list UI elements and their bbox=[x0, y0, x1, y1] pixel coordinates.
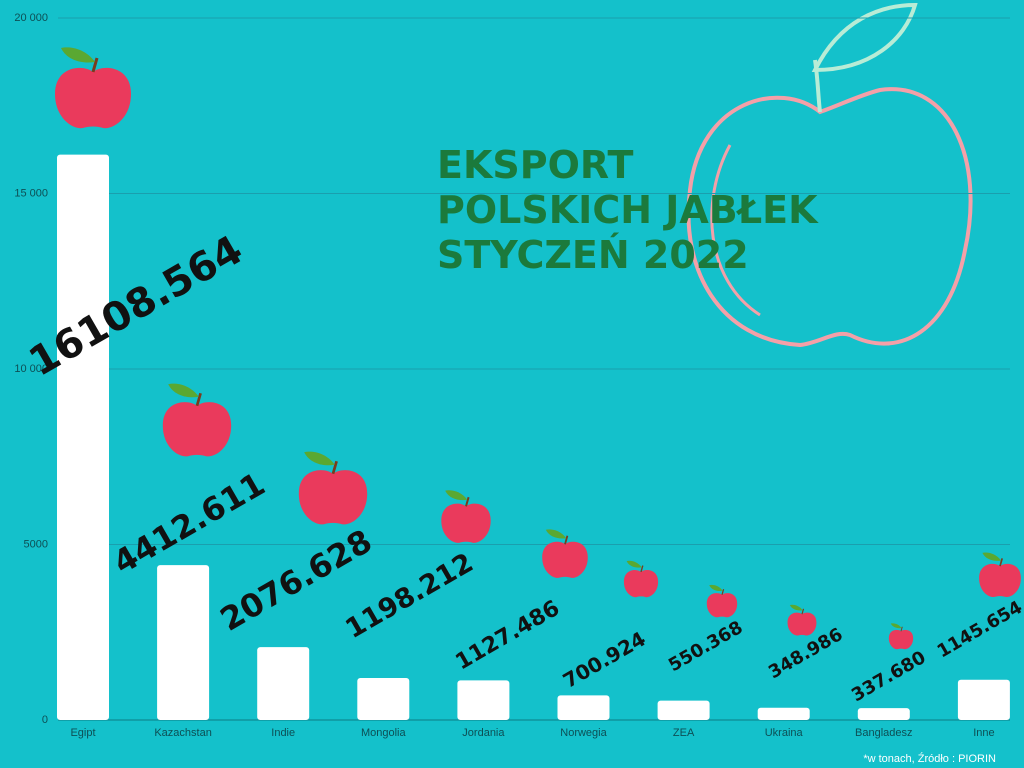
x-tick-label: Ukraina bbox=[765, 727, 804, 739]
x-tick-label: Egipt bbox=[70, 727, 95, 739]
apple-stem bbox=[465, 496, 470, 507]
x-tick-label: Inne bbox=[973, 727, 994, 739]
apple-leaf bbox=[61, 47, 95, 63]
apple-body bbox=[787, 612, 817, 636]
x-tick-label: Kazachstan bbox=[154, 727, 211, 739]
apple-body bbox=[888, 629, 914, 650]
apple-leaf bbox=[445, 490, 468, 501]
apple-icon bbox=[542, 529, 588, 578]
apple-body bbox=[55, 67, 131, 129]
apple-leaf bbox=[168, 383, 199, 398]
bar bbox=[557, 695, 610, 720]
apple-leaf bbox=[890, 623, 902, 629]
apple-stem bbox=[900, 626, 903, 632]
bar bbox=[857, 708, 910, 720]
chart-title: POLSKICH JABŁEK bbox=[437, 188, 819, 232]
apple-icon bbox=[623, 560, 659, 598]
apple-stem bbox=[195, 392, 202, 407]
apple-icon bbox=[55, 47, 131, 129]
apple-leaf bbox=[626, 560, 642, 568]
apple-body bbox=[441, 503, 491, 543]
y-tick-label: 10 000 bbox=[14, 363, 48, 375]
value-label: 16108.564 bbox=[22, 227, 251, 386]
apple-stem bbox=[91, 57, 99, 73]
apple-stem bbox=[999, 558, 1003, 567]
x-tick-label: Norwegia bbox=[560, 727, 607, 739]
outline-apple bbox=[686, 2, 973, 348]
value-label: 1145.654 bbox=[934, 597, 1024, 662]
apple-stem bbox=[640, 565, 644, 573]
value-label: 4412.611 bbox=[107, 465, 272, 582]
apple-icon bbox=[298, 451, 368, 525]
x-tick-label: ZEA bbox=[673, 727, 695, 739]
apple-stem bbox=[721, 589, 725, 595]
footnote: *w tonach, Źródło : PIORIN bbox=[863, 752, 996, 765]
apple-stem bbox=[564, 535, 569, 545]
apple-icon bbox=[706, 584, 738, 618]
apple-leaf bbox=[709, 584, 723, 591]
y-tick-label: 0 bbox=[42, 714, 48, 726]
apple-body bbox=[623, 570, 659, 598]
apple-leaf bbox=[304, 451, 335, 466]
apple-leaf bbox=[789, 604, 803, 611]
apple-icon bbox=[979, 552, 1021, 598]
apple-stem bbox=[801, 608, 805, 615]
chart-title: EKSPORT bbox=[437, 143, 633, 187]
x-tick-label: Bangladesz bbox=[855, 727, 913, 739]
x-tick-label: Jordania bbox=[462, 727, 505, 739]
value-label: 550.368 bbox=[665, 617, 747, 676]
apple-icon bbox=[441, 490, 491, 543]
apple-leaf bbox=[982, 552, 1002, 561]
bar bbox=[457, 680, 510, 720]
apple-icon bbox=[787, 604, 817, 636]
apple-body bbox=[542, 541, 588, 578]
bar bbox=[157, 565, 210, 720]
bar bbox=[357, 677, 410, 720]
apple-icon bbox=[888, 623, 914, 650]
apple-body bbox=[979, 563, 1021, 598]
bar bbox=[657, 700, 710, 720]
bar bbox=[957, 679, 1010, 720]
apple-leaf bbox=[545, 529, 567, 539]
y-tick-label: 15 000 bbox=[14, 187, 48, 199]
apple-body bbox=[298, 470, 368, 525]
value-label: 337.680 bbox=[848, 647, 930, 706]
apple-body bbox=[706, 593, 738, 618]
bar bbox=[257, 647, 310, 720]
apple-icon bbox=[162, 383, 232, 457]
value-label: 1127.486 bbox=[451, 596, 564, 675]
apple-stem bbox=[331, 460, 338, 475]
chart-title: STYCZEŃ 2022 bbox=[437, 233, 749, 277]
x-tick-label: Indie bbox=[271, 727, 295, 739]
y-tick-label: 5000 bbox=[24, 538, 48, 550]
bar bbox=[757, 707, 810, 720]
value-label: 700.924 bbox=[559, 627, 650, 693]
y-tick-label: 20 000 bbox=[14, 12, 48, 24]
bar bbox=[57, 154, 109, 720]
apple-body bbox=[162, 402, 232, 457]
x-tick-label: Mongolia bbox=[361, 727, 407, 739]
